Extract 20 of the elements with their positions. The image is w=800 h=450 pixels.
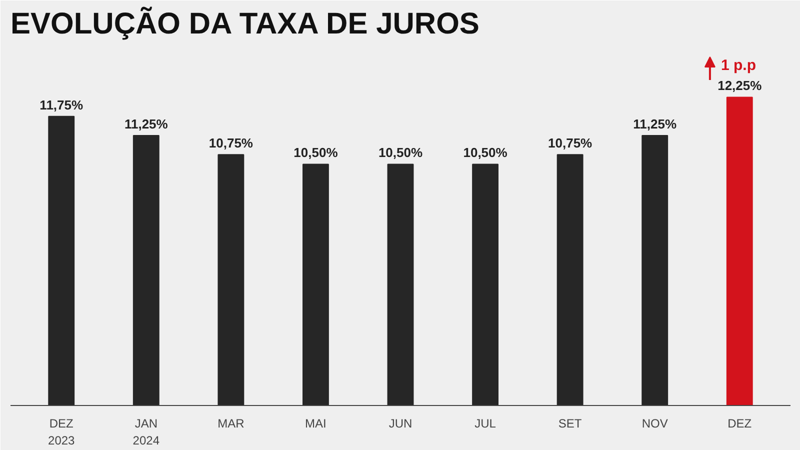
x-tick-label: MAI bbox=[305, 416, 326, 430]
data-label: 10,50% bbox=[294, 145, 338, 160]
x-tick-label: JUN bbox=[388, 416, 412, 430]
data-label: 11,75% bbox=[40, 97, 84, 112]
x-tick-label: DEZ 2023 bbox=[48, 416, 76, 448]
data-label: 10,50% bbox=[378, 145, 423, 160]
x-tick-label: MAR bbox=[218, 416, 245, 430]
x-tick-label: NOV bbox=[642, 416, 668, 430]
chart-title: EVOLUÇÃO DA TAXA DE JUROS bbox=[10, 6, 480, 40]
data-label: 11,25% bbox=[633, 116, 677, 132]
data-label: 10,75% bbox=[548, 136, 593, 151]
data-label: 10,75% bbox=[208, 136, 254, 151]
x-tick-label: SET bbox=[558, 416, 582, 430]
annotation: 1 p.p bbox=[720, 57, 756, 74]
data-label: 12,25% bbox=[718, 78, 762, 94]
data-label: 10,50% bbox=[463, 145, 508, 160]
data-label: 11,25% bbox=[124, 116, 168, 132]
x-tick-label: JUL bbox=[474, 416, 496, 430]
x-tick-label: JAN 2024 bbox=[132, 416, 160, 448]
x-tick-label: DEZ bbox=[728, 416, 752, 430]
